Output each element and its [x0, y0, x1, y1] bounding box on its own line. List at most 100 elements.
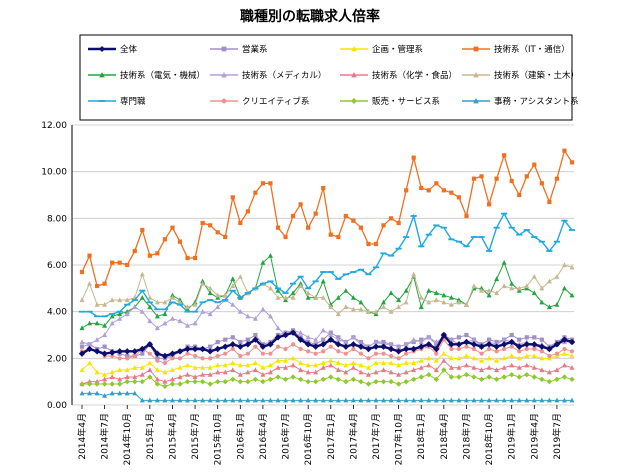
data-point [463, 371, 470, 378]
data-point [486, 346, 492, 352]
data-point [223, 337, 228, 342]
data-point [275, 287, 281, 293]
data-point [192, 374, 198, 380]
data-point [192, 320, 198, 326]
data-point [176, 303, 184, 306]
data-point [139, 378, 146, 385]
data-point [547, 199, 552, 205]
data-point [411, 271, 417, 277]
data-point [214, 301, 221, 304]
data-point [192, 378, 198, 385]
data-point [569, 353, 575, 359]
data-point [177, 374, 183, 380]
data-point [425, 341, 432, 348]
data-point [395, 348, 402, 355]
data-point [486, 202, 492, 207]
data-point [78, 310, 86, 313]
data-point [222, 397, 228, 403]
data-point [94, 381, 100, 387]
data-point [471, 374, 477, 380]
data-point [351, 218, 356, 223]
data-point [358, 306, 364, 312]
data-point [343, 362, 349, 368]
data-point [147, 367, 153, 373]
data-point [283, 357, 289, 363]
data-point [162, 237, 168, 242]
data-point [237, 343, 244, 350]
data-point [531, 353, 537, 359]
data-point [312, 280, 319, 283]
data-point [509, 285, 515, 291]
data-point [215, 362, 221, 368]
data-point [140, 351, 145, 356]
data-point [411, 360, 417, 366]
data-point [335, 341, 342, 348]
data-point [162, 397, 168, 403]
data-point [147, 351, 152, 356]
data-point [404, 351, 409, 356]
y-tick-label: 8.00 [47, 214, 67, 224]
data-point [411, 339, 416, 345]
data-point [524, 346, 529, 352]
data-point [328, 357, 334, 363]
data-point [403, 299, 409, 305]
data-point [230, 283, 236, 289]
x-tick-label: 2014年7月 [99, 413, 111, 460]
data-point [79, 367, 85, 373]
data-point [139, 308, 145, 314]
data-point [101, 315, 108, 318]
data-point [117, 390, 123, 396]
data-point [411, 367, 417, 373]
data-point [312, 378, 319, 385]
data-point [539, 285, 545, 291]
data-point [245, 362, 251, 368]
data-point [561, 285, 567, 291]
data-point [237, 296, 244, 299]
data-point [350, 397, 356, 403]
data-point [208, 356, 213, 361]
data-point [485, 341, 493, 348]
data-point [350, 271, 357, 273]
data-point [538, 240, 545, 243]
data-point [358, 369, 364, 375]
data-point [396, 220, 401, 226]
data-point [343, 213, 348, 219]
data-point [78, 350, 86, 357]
data-point [373, 241, 379, 247]
data-point [139, 397, 145, 403]
data-point [200, 280, 206, 286]
data-point [230, 397, 236, 403]
data-point [260, 397, 266, 403]
data-point [313, 211, 318, 216]
data-point [162, 299, 168, 305]
data-point [297, 376, 304, 383]
data-point [373, 360, 379, 366]
data-point [290, 294, 296, 300]
data-point [328, 344, 333, 349]
data-point [471, 176, 477, 181]
data-point [418, 397, 424, 403]
data-point [116, 348, 123, 355]
data-point [470, 236, 478, 238]
data-point [223, 351, 228, 356]
data-point [162, 383, 168, 390]
data-point [418, 343, 425, 350]
data-point [396, 304, 402, 310]
data-point [449, 346, 454, 352]
data-point [305, 334, 311, 340]
data-point [237, 371, 243, 377]
data-point [305, 290, 311, 296]
data-point [441, 299, 447, 305]
data-point [373, 369, 379, 375]
legend-label: 専門職 [120, 96, 146, 107]
data-point [305, 294, 311, 300]
data-point [93, 315, 101, 318]
data-point [396, 297, 402, 303]
data-point [215, 304, 221, 310]
data-point [253, 190, 258, 195]
data-point [433, 345, 440, 353]
data-point [365, 364, 371, 370]
data-point [479, 367, 485, 373]
data-point [245, 337, 250, 342]
data-point [478, 236, 485, 238]
